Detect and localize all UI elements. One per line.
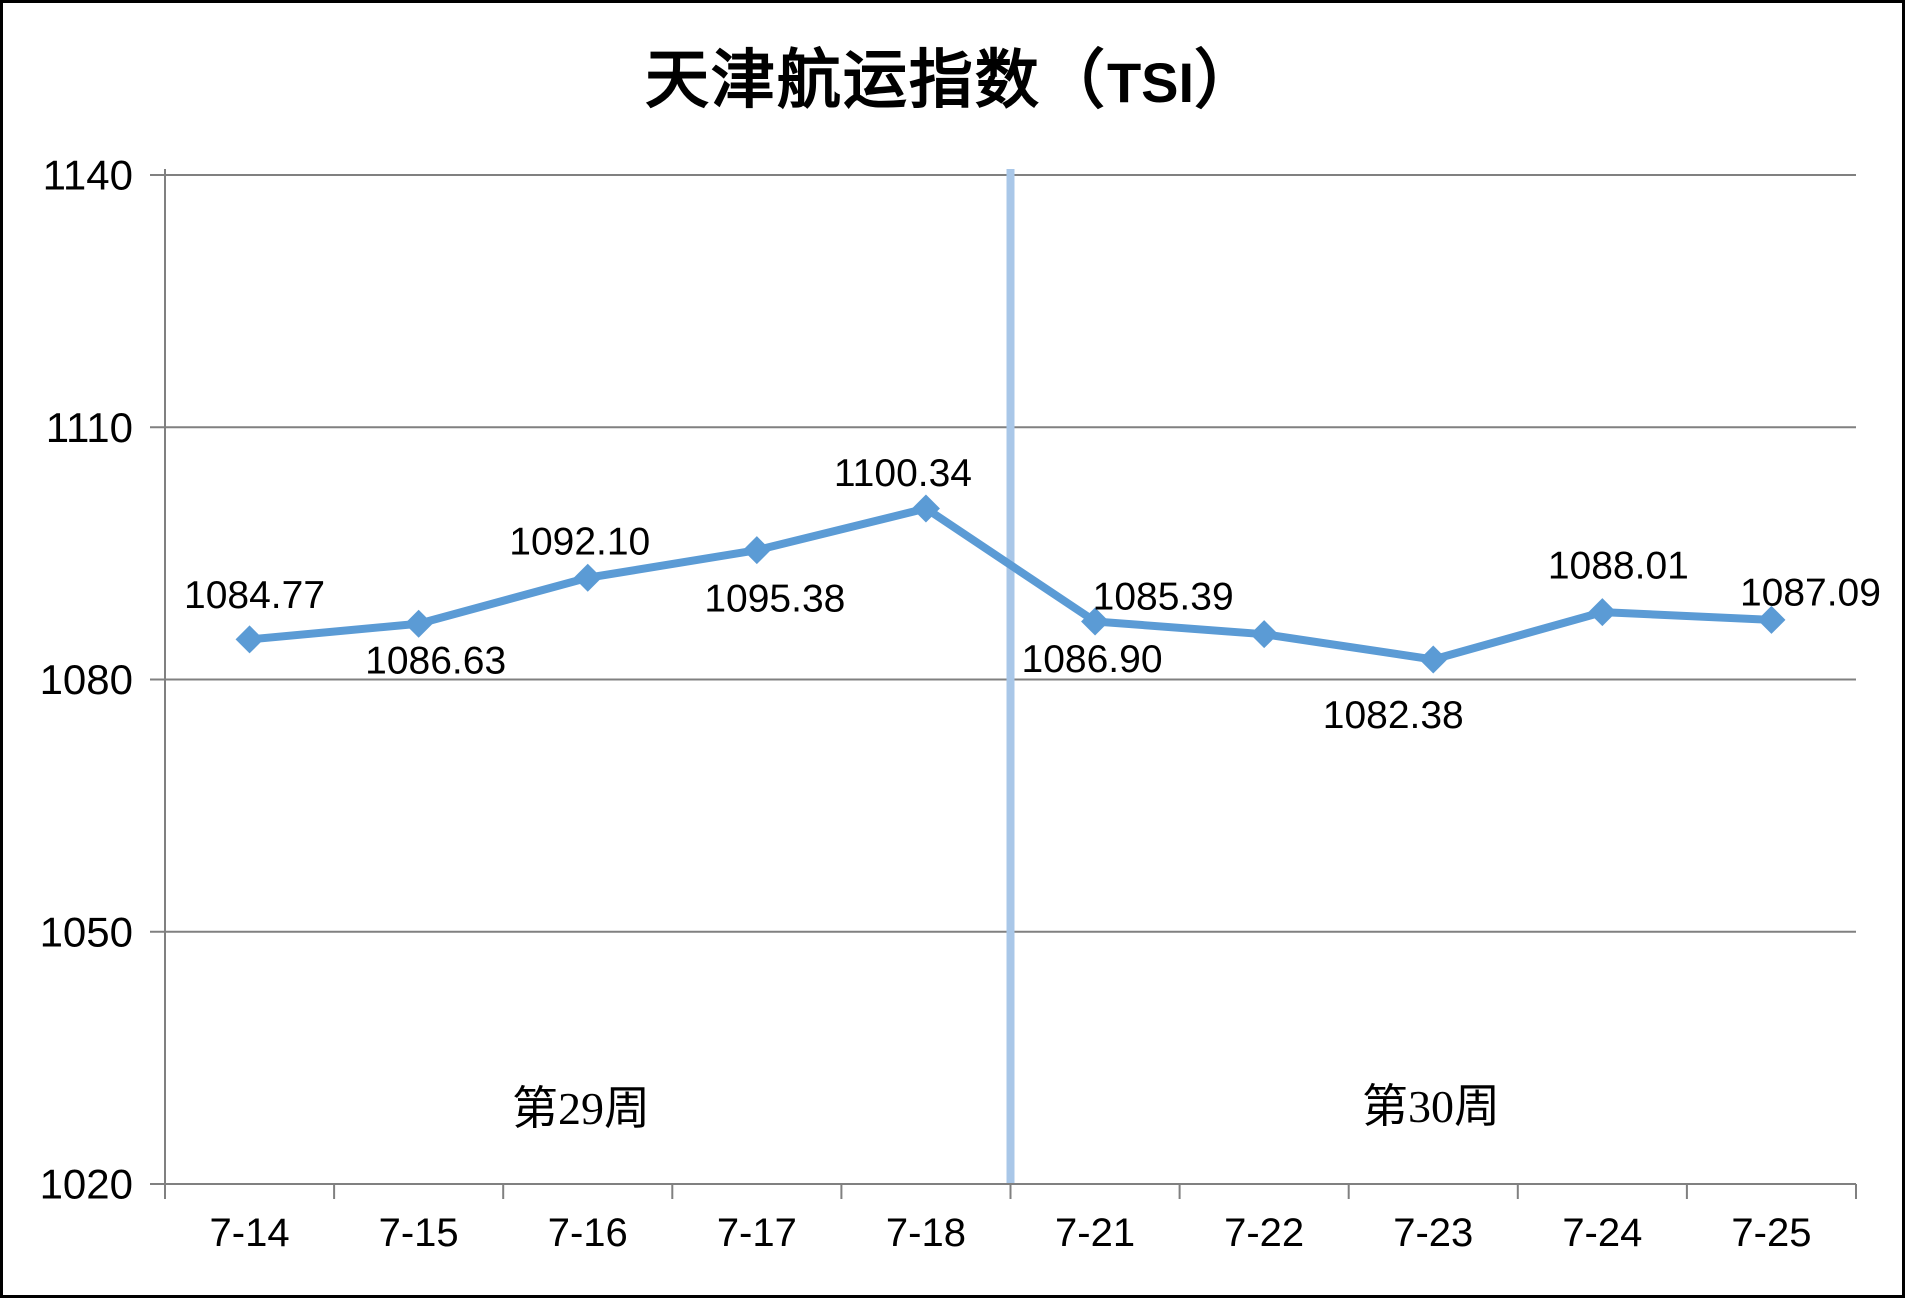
data-label: 1082.38 <box>1323 694 1464 737</box>
data-point-marker <box>911 494 940 523</box>
chart-title-tsi: TSI <box>1106 51 1195 114</box>
x-tick-label: 7-23 <box>1393 1211 1473 1255</box>
data-point-marker <box>235 625 264 654</box>
data-point-marker <box>1250 620 1279 649</box>
x-tick-label: 7-14 <box>210 1211 290 1255</box>
x-tick-label: 7-15 <box>379 1211 459 1255</box>
data-label: 1087.09 <box>1740 571 1881 614</box>
x-tick-label: 7-25 <box>1731 1211 1811 1255</box>
data-label: 1085.39 <box>1093 576 1234 619</box>
data-point-marker <box>1419 645 1448 674</box>
y-tick-label: 1140 <box>43 152 133 199</box>
week-30-annotation: 第30周 <box>1362 1081 1500 1132</box>
data-point-marker <box>1757 605 1786 634</box>
x-tick-label: 7-24 <box>1562 1211 1642 1255</box>
chart-title-prefix: 天津航运指数（ <box>644 45 1107 116</box>
x-tick-label: 7-21 <box>1055 1211 1135 1255</box>
data-point-marker <box>742 536 771 565</box>
x-tick-label: 7-22 <box>1224 1211 1304 1255</box>
y-tick-label: 1080 <box>40 656 133 703</box>
data-label: 1086.63 <box>365 639 506 682</box>
data-point-marker <box>573 563 602 592</box>
data-point-marker <box>404 609 433 638</box>
line-chart-plot: 1020 1050 1080 1110 1140 7-14 7-15 7-16 7-17 7-18… <box>40 152 1881 1256</box>
chart-title: 天津航运指数（TSI） <box>645 29 1260 121</box>
data-label: 1100.34 <box>834 452 972 495</box>
y-tick-label: 1020 <box>40 1161 133 1208</box>
x-tick-label: 7-16 <box>548 1211 628 1255</box>
y-tick-label: 1110 <box>46 404 133 451</box>
data-label: 1092.10 <box>509 520 650 563</box>
data-point-marker <box>1588 598 1617 627</box>
data-label: 1088.01 <box>1548 545 1689 588</box>
data-line <box>245 504 1776 664</box>
data-label: 1086.90 <box>1022 638 1163 681</box>
y-tick-label: 1050 <box>40 908 133 955</box>
x-tick-label: 7-17 <box>717 1211 797 1255</box>
x-tick-label: 7-18 <box>886 1211 966 1255</box>
week-29-annotation: 第29周 <box>512 1083 650 1134</box>
data-label: 1095.38 <box>704 578 845 621</box>
chart-title-suffix: ） <box>1194 45 1261 116</box>
data-point-marker <box>1081 607 1110 636</box>
data-label: 1084.77 <box>184 574 325 617</box>
